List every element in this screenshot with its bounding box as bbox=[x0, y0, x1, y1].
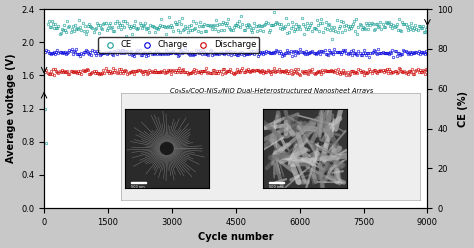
Text: High Capacity, High Discharge Voltage, and Long Life of 2734 h: High Capacity, High Discharge Voltage, a… bbox=[159, 194, 386, 199]
Text: Partial
Sulfidation: Partial Sulfidation bbox=[219, 126, 256, 139]
Y-axis label: CE (%): CE (%) bbox=[458, 91, 468, 127]
Text: Co₉S₈/CoO-NiS₂/NiO Dual-Heterostructured Nanosheet Arrays: Co₉S₈/CoO-NiS₂/NiO Dual-Heterostructured… bbox=[171, 88, 374, 94]
Legend: CE, Charge, Discharge: CE, Charge, Discharge bbox=[98, 37, 259, 53]
X-axis label: Cycle number: Cycle number bbox=[198, 232, 273, 243]
Y-axis label: Average voltage (V): Average voltage (V) bbox=[6, 54, 16, 163]
